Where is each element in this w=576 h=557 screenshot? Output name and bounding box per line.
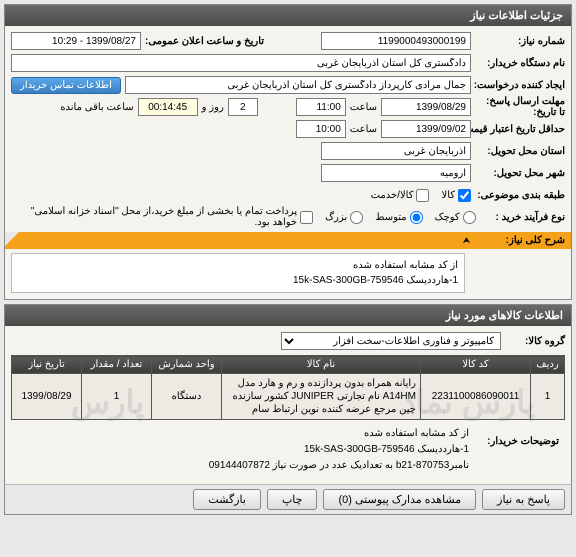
check-kala[interactable]: کالا bbox=[441, 189, 471, 202]
input-date2[interactable] bbox=[381, 120, 471, 138]
table-header-row: ردیف کد کالا نام کالا واحد شمارش تعداد /… bbox=[12, 356, 565, 374]
cell-date: 1399/08/29 bbox=[21, 391, 71, 402]
label-city: شهر محل تحویل: bbox=[475, 168, 565, 179]
input-date1[interactable] bbox=[381, 98, 471, 116]
label-price-valid: حداقل تاریخ اعتبار قیمت: bbox=[475, 124, 565, 135]
label-announce: تاریخ و ساعت اعلان عمومی: bbox=[145, 36, 264, 47]
checkbox-note[interactable] bbox=[300, 211, 313, 224]
input-time2[interactable] bbox=[296, 120, 346, 138]
input-province[interactable] bbox=[321, 142, 471, 160]
input-city[interactable] bbox=[321, 164, 471, 182]
goods-table: ردیف کد کالا نام کالا واحد شمارش تعداد /… bbox=[11, 355, 565, 420]
col-idx: ردیف bbox=[531, 356, 565, 374]
check-note[interactable]: پرداخت تمام یا بخشی از مبلغ خرید،از محل … bbox=[11, 206, 313, 228]
label-deadline: مهلت ارسال پاسخ: تا تاریخ: bbox=[475, 96, 565, 118]
label-need-no: شماره نیاز: bbox=[475, 36, 565, 47]
label-creator: ایجاد کننده درخواست: bbox=[475, 80, 565, 91]
cell-name: رایانه همراه بدون پردازنده و رم و هارد م… bbox=[232, 378, 416, 415]
radio-small-input[interactable] bbox=[463, 211, 476, 224]
attachments-button[interactable]: مشاهده مدارک پیوستی (0) bbox=[323, 489, 476, 510]
desc-line2: 1-هارددیسک 15k-SAS-300GB-759546 bbox=[18, 273, 458, 288]
col-qty: تعداد / مقدار bbox=[82, 356, 152, 374]
panel-goods: اطلاعات کالاهای مورد نیاز گروه کالا: کام… bbox=[4, 304, 572, 515]
label-remaining: ساعت باقی مانده bbox=[60, 102, 133, 113]
panel-header-details: جزئیات اطلاعات نیاز bbox=[5, 5, 571, 26]
up-icon: ⮝ bbox=[463, 235, 471, 245]
cell-idx: 1 bbox=[545, 391, 551, 402]
checkbox-kala[interactable] bbox=[458, 189, 471, 202]
radio-large[interactable]: بزرگ bbox=[325, 211, 363, 224]
contact-button[interactable]: اطلاعات تماس خریدار bbox=[11, 77, 121, 94]
general-desc-box: از کد مشابه استفاده شده 1-هارددیسک 15k-S… bbox=[11, 253, 465, 293]
panel-need-details: جزئیات اطلاعات نیاز شماره نیاز: تاریخ و … bbox=[4, 4, 572, 300]
buyer-desc-text: از کد مشابه استفاده شده 1-هارددیسک 15k-S… bbox=[209, 426, 469, 474]
footer-buttons: پاسخ به نیاز مشاهده مدارک پیوستی (0) چاپ… bbox=[5, 484, 571, 514]
buyer-desc-wrap: توضیحات خریدار: از کد مشابه استفاده شده … bbox=[11, 420, 565, 480]
checkbox-khadamat[interactable] bbox=[416, 189, 429, 202]
input-device[interactable] bbox=[11, 54, 471, 72]
label-device: نام دستگاه خریدار: bbox=[475, 58, 565, 69]
print-button[interactable]: چاپ bbox=[267, 489, 318, 510]
radio-medium[interactable]: متوسط bbox=[375, 211, 422, 224]
check-khadamat[interactable]: کالا/خدمت bbox=[371, 189, 430, 202]
radio-large-input[interactable] bbox=[350, 211, 363, 224]
label-hour1: ساعت bbox=[350, 102, 377, 113]
cell-unit: دستگاه bbox=[172, 391, 202, 402]
select-goods-group[interactable]: کامپیوتر و فناوری اطلاعات-سخت افزار bbox=[281, 332, 501, 350]
cell-code: 2231100086090011 bbox=[432, 391, 520, 402]
col-name: نام کالا bbox=[222, 356, 421, 374]
countdown bbox=[138, 98, 198, 116]
label-hour2: ساعت bbox=[350, 124, 377, 135]
buyer-desc-l2: 1-هارددیسک 15k-SAS-300GB-759546 bbox=[209, 442, 469, 458]
panel-body-details: شماره نیاز: تاریخ و ساعت اعلان عمومی: نا… bbox=[5, 26, 571, 232]
buyer-desc-l3: نامبر870753-b21 به تعدادیک عدد در صورت ن… bbox=[209, 458, 469, 474]
cell-qty: 1 bbox=[114, 391, 120, 402]
label-buyer-desc: توضیحات خریدار: bbox=[469, 436, 559, 447]
orange-general-title: شرح کلی نیاز: ⮝ bbox=[5, 232, 571, 249]
back-button[interactable]: بازگشت bbox=[193, 489, 261, 510]
input-need-no[interactable] bbox=[321, 32, 471, 50]
col-unit: واحد شمارش bbox=[152, 356, 222, 374]
input-days bbox=[228, 98, 258, 116]
process-group: کوچک متوسط بزرگ پرداخت تمام یا بخشی از م… bbox=[11, 206, 476, 228]
table-row[interactable]: 1 2231100086090011 رایانه همراه بدون پرد… bbox=[12, 374, 565, 420]
panel-header-goods: اطلاعات کالاهای مورد نیاز bbox=[5, 305, 571, 326]
input-time1[interactable] bbox=[296, 98, 346, 116]
panel-body-goods: گروه کالا: کامپیوتر و فناوری اطلاعات-سخت… bbox=[5, 326, 571, 484]
input-announce[interactable] bbox=[11, 32, 141, 50]
orange-corner-icon bbox=[5, 232, 19, 246]
radio-medium-input[interactable] bbox=[410, 211, 423, 224]
desc-line1: از کد مشابه استفاده شده bbox=[18, 258, 458, 273]
label-general-title: شرح کلی نیاز: bbox=[473, 235, 565, 246]
label-classification: طبقه بندی موضوعی: bbox=[475, 190, 565, 201]
radio-small[interactable]: کوچک bbox=[435, 211, 476, 224]
input-creator[interactable] bbox=[125, 76, 471, 94]
label-day-and: روز و bbox=[202, 102, 224, 113]
label-province: استان محل تحویل: bbox=[475, 146, 565, 157]
buyer-desc-l1: از کد مشابه استفاده شده bbox=[209, 426, 469, 442]
general-desc-wrap: از کد مشابه استفاده شده 1-هارددیسک 15k-S… bbox=[5, 249, 571, 299]
reply-button[interactable]: پاسخ به نیاز bbox=[482, 489, 565, 510]
label-goods-group: گروه کالا: bbox=[505, 336, 565, 347]
col-date: تاریخ نیاز bbox=[12, 356, 82, 374]
col-code: کد کالا bbox=[421, 356, 531, 374]
table-wrap: پارس نماد پارس ردیف کد کالا نام کالا واح… bbox=[11, 355, 565, 420]
label-process: نوع فرآیند خرید : bbox=[480, 212, 565, 223]
classification-group: کالا کالا/خدمت bbox=[371, 189, 471, 202]
